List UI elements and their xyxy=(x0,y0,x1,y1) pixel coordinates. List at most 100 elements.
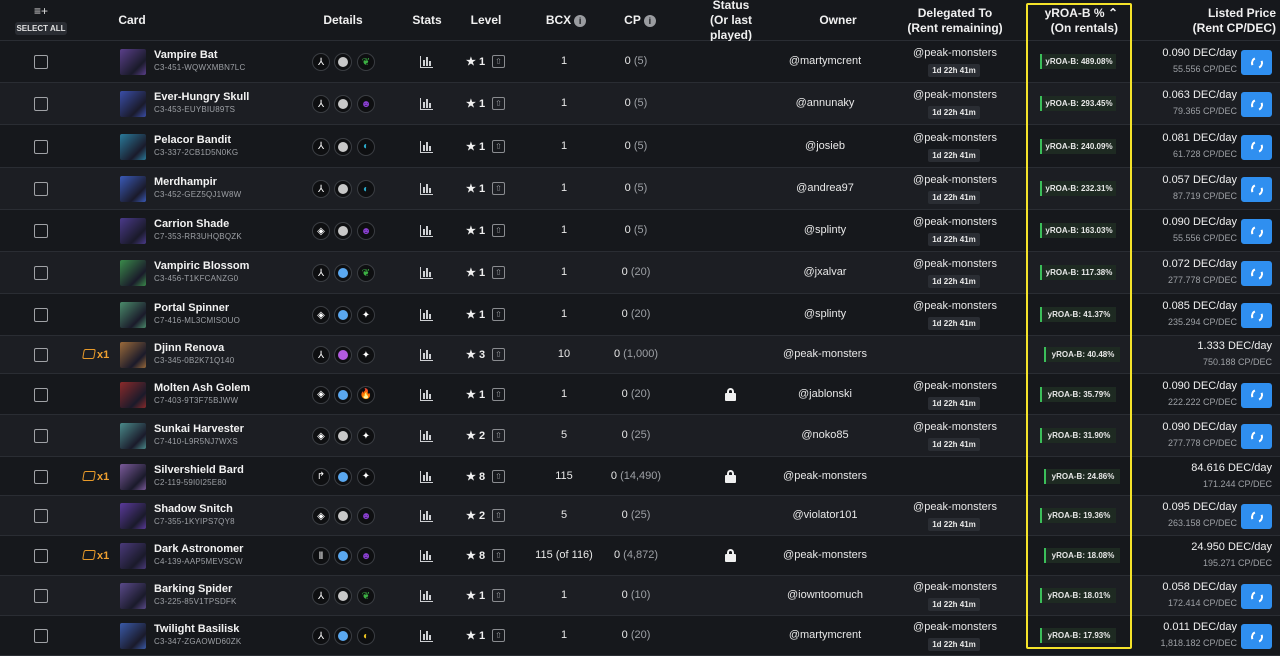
card-name[interactable]: Molten Ash Golem xyxy=(154,381,251,394)
row-checkbox[interactable] xyxy=(34,308,48,322)
owner-name[interactable]: @peak-monsters xyxy=(783,348,867,360)
card-thumbnail[interactable] xyxy=(120,423,146,449)
stats-chart-icon[interactable] xyxy=(420,309,433,321)
card-name[interactable]: Vampire Bat xyxy=(154,49,218,61)
card-name[interactable]: Sunkai Harvester xyxy=(154,423,244,435)
owner-name[interactable]: @annunaky xyxy=(795,97,855,109)
owner-name[interactable]: @jablonski xyxy=(798,387,852,400)
table-row[interactable]: Portal Spinner C7-416-ML3CMISOUO ◈ ✦ ★ 1 ⇧ 1 0 … xyxy=(0,294,1280,336)
ability-icon[interactable]: ⅄ xyxy=(312,95,330,113)
card-thumbnail[interactable] xyxy=(120,342,146,368)
row-checkbox[interactable] xyxy=(34,629,48,643)
card-name[interactable]: Barking Spider xyxy=(154,583,233,595)
stats-chart-icon[interactable] xyxy=(420,140,433,153)
refresh-price-button[interactable] xyxy=(1241,584,1272,609)
table-row[interactable]: Twilight Basilisk C3-347-ZGAOWD60ZK ⅄ ◐ ★ 1 ⇧… xyxy=(0,616,1280,656)
row-checkbox[interactable] xyxy=(34,139,48,154)
delegated-to[interactable]: @peak-monsters xyxy=(913,581,997,593)
owner-name[interactable]: @iowntoomuch xyxy=(787,589,863,601)
stats-chart-icon[interactable] xyxy=(420,98,433,110)
level-up-icon[interactable]: ⇧ xyxy=(492,549,505,562)
table-row[interactable]: x1 Djinn Renova C3-345-0B2K71Q140 ⅄ ✦ ★ 3 ⇧ 10 0… xyxy=(0,336,1280,374)
bundle-badge[interactable]: x1 xyxy=(82,349,109,361)
level-up-icon[interactable]: ⇧ xyxy=(492,429,505,442)
card-thumbnail[interactable] xyxy=(120,463,146,490)
level-up-icon[interactable]: ⇧ xyxy=(492,348,505,361)
card-thumbnail[interactable] xyxy=(120,543,146,569)
column-yroa[interactable]: yROA-B % ⌃ (On rentals) xyxy=(1030,0,1130,41)
select-all-icon[interactable]: ≡+ xyxy=(33,4,48,18)
row-checkbox[interactable] xyxy=(34,469,48,484)
stats-chart-icon[interactable] xyxy=(420,56,433,68)
row-checkbox[interactable] xyxy=(34,549,48,563)
delegated-to[interactable]: @peak-monsters xyxy=(913,131,997,144)
refresh-price-button[interactable] xyxy=(1241,303,1272,328)
level-up-icon[interactable]: ⇧ xyxy=(492,139,505,153)
stats-chart-icon[interactable] xyxy=(420,225,433,237)
column-owner[interactable]: Owner xyxy=(808,0,868,41)
table-row[interactable]: Barking Spider C3-225-85V1TPSDFK ⅄ ❦ ★ 1 ⇧ 1 0 … xyxy=(0,576,1280,616)
card-name[interactable]: Ever-Hungry Skull xyxy=(154,91,250,103)
select-all-control[interactable]: ≡+ SELECT ALL xyxy=(15,5,67,35)
ability-icon[interactable]: ↱ xyxy=(312,467,330,486)
row-checkbox[interactable] xyxy=(34,387,48,402)
card-thumbnail[interactable] xyxy=(120,583,146,609)
stats-chart-icon[interactable] xyxy=(420,510,433,522)
owner-name[interactable]: @noko85 xyxy=(801,429,849,441)
level-up-icon[interactable]: ⇧ xyxy=(492,182,505,195)
table-row[interactable]: Vampiric Blossom C3-456-T1KFCANZG0 ⅄ ❦ ★ 1 ⇧ 1… xyxy=(0,252,1280,294)
refresh-price-button[interactable] xyxy=(1241,219,1272,244)
row-checkbox[interactable] xyxy=(34,182,48,196)
stats-chart-icon[interactable] xyxy=(420,349,433,361)
delegated-to[interactable]: @peak-monsters xyxy=(913,89,997,101)
refresh-price-button[interactable] xyxy=(1241,382,1272,408)
column-bcx[interactable]: BCX i xyxy=(536,0,596,41)
stats-chart-icon[interactable] xyxy=(420,183,433,195)
level-up-icon[interactable]: ⇧ xyxy=(492,509,505,522)
delegated-to[interactable]: @peak-monsters xyxy=(913,379,997,392)
ability-icon[interactable]: ⅄ xyxy=(312,264,330,282)
ability-icon[interactable]: ⅄ xyxy=(312,53,330,71)
owner-name[interactable]: @violator101 xyxy=(792,509,858,521)
refresh-price-button[interactable] xyxy=(1241,424,1272,449)
delegated-to[interactable]: @peak-monsters xyxy=(913,47,997,59)
card-name[interactable]: Vampiric Blossom xyxy=(154,260,250,272)
ability-icon[interactable]: Ⅱ xyxy=(312,547,330,565)
row-checkbox[interactable] xyxy=(34,224,48,238)
row-checkbox[interactable] xyxy=(34,509,48,523)
card-name[interactable]: Pelacor Bandit xyxy=(154,133,232,146)
card-name[interactable]: Silvershield Bard xyxy=(154,463,244,476)
row-checkbox[interactable] xyxy=(34,348,48,362)
level-up-icon[interactable]: ⇧ xyxy=(492,97,505,110)
refresh-price-button[interactable] xyxy=(1241,504,1272,529)
table-row[interactable]: Shadow Snitch C7-355-1KYIPS7QY8 ◈ ☻ ★ 2 ⇧ 5 0 (… xyxy=(0,496,1280,536)
ability-icon[interactable]: ⅄ xyxy=(312,346,330,364)
card-name[interactable]: Twilight Basilisk xyxy=(154,623,240,635)
card-thumbnail[interactable] xyxy=(120,302,146,328)
table-row[interactable]: x1 Silvershield Bard C2-119-59I0I25E80 ↱ ✦ ★ … xyxy=(0,457,1280,496)
delegated-to[interactable]: @peak-monsters xyxy=(913,216,997,228)
delegated-to[interactable]: @peak-monsters xyxy=(913,300,997,312)
level-up-icon[interactable]: ⇧ xyxy=(492,469,505,483)
card-thumbnail[interactable] xyxy=(120,260,146,286)
row-checkbox[interactable] xyxy=(34,266,48,280)
card-name[interactable]: Djinn Renova xyxy=(154,342,225,354)
card-thumbnail[interactable] xyxy=(120,91,146,117)
card-thumbnail[interactable] xyxy=(120,218,146,244)
ability-icon[interactable]: ⅄ xyxy=(312,137,330,156)
delegated-to[interactable]: @peak-monsters xyxy=(913,421,997,433)
stats-chart-icon[interactable] xyxy=(420,388,433,401)
column-listed-price[interactable]: Listed Price (Rent CP/DEC) xyxy=(1180,0,1276,41)
card-thumbnail[interactable] xyxy=(120,49,146,75)
delegated-to[interactable]: @peak-monsters xyxy=(913,258,997,270)
row-checkbox[interactable] xyxy=(34,429,48,443)
column-delegated[interactable]: Delegated To (Rent remaining) xyxy=(905,0,1005,41)
level-up-icon[interactable]: ⇧ xyxy=(492,629,505,642)
card-thumbnail[interactable] xyxy=(120,176,146,202)
owner-name[interactable]: @splinty xyxy=(803,224,847,236)
refresh-price-button[interactable] xyxy=(1241,50,1272,75)
ability-icon[interactable]: ◈ xyxy=(312,427,330,445)
delegated-to[interactable]: @peak-monsters xyxy=(913,621,997,633)
owner-name[interactable]: @josieb xyxy=(805,139,845,152)
refresh-price-button[interactable] xyxy=(1241,261,1272,286)
